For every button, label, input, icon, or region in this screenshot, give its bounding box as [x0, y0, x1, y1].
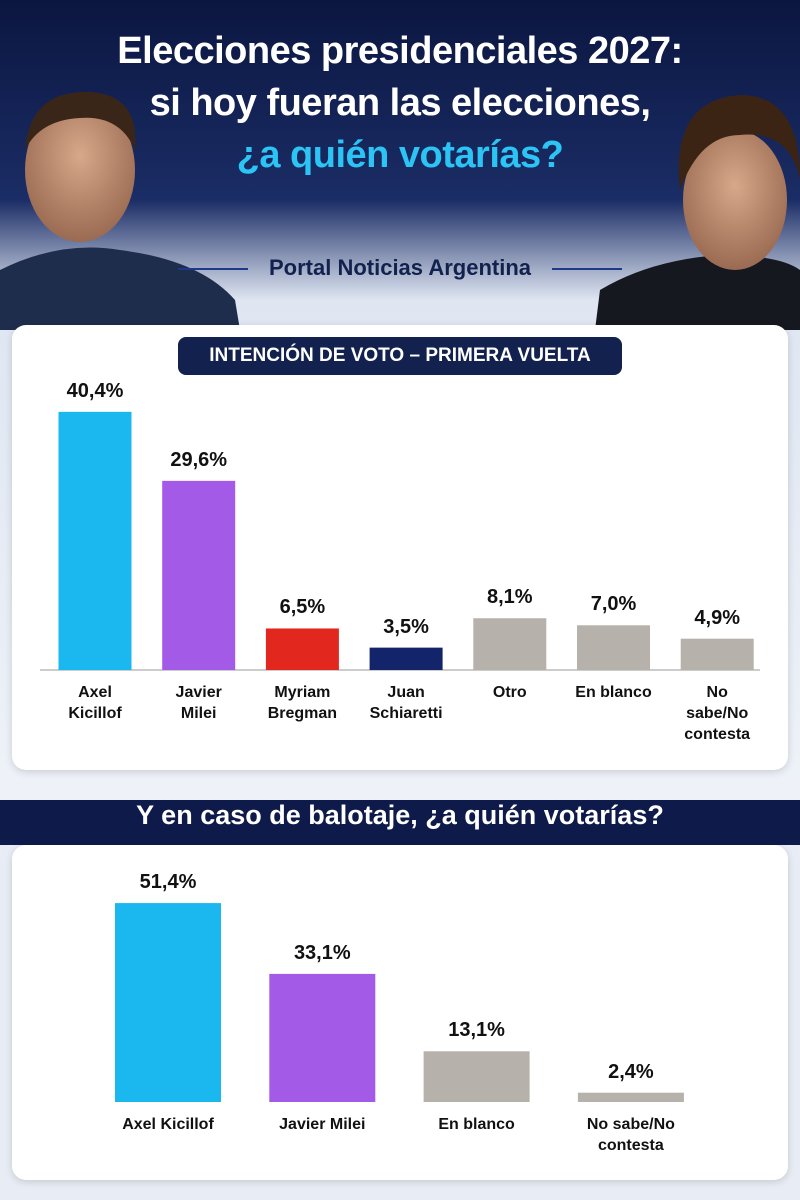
value-label: 3,5%	[383, 615, 429, 638]
bar	[577, 1092, 684, 1102]
value-label: 2,4%	[608, 1060, 654, 1083]
chart-title: Y en caso de balotaje, ¿a quién votarías…	[136, 800, 664, 830]
x-tick-label: En blanco	[575, 684, 652, 701]
x-tick-label: Otro	[492, 684, 527, 701]
bar	[265, 628, 339, 670]
source: Portal Noticias Argentina	[268, 255, 531, 280]
x-tick-label: Axel Kicillof	[122, 1116, 214, 1133]
x-tick-label: Myriam Bregman	[267, 684, 338, 722]
value-label: 4,9%	[694, 606, 740, 629]
bar	[577, 625, 650, 670]
rule	[552, 268, 622, 270]
title-line: ¿a quién votarías?	[236, 134, 564, 176]
bar	[269, 973, 376, 1102]
bar	[58, 411, 132, 670]
bar	[369, 647, 443, 670]
x-tick-label: Javier Milei	[279, 1116, 366, 1133]
bar	[473, 618, 547, 670]
x-tick-label: No sabe/No contesta	[684, 684, 751, 743]
card	[12, 325, 788, 770]
value-label: 13,1%	[448, 1019, 505, 1042]
bar	[115, 903, 221, 1102]
bar	[162, 480, 236, 670]
value-label: 51,4%	[139, 871, 197, 894]
bar	[423, 1051, 530, 1102]
value-label: 29,6%	[170, 448, 228, 471]
x-tick-label: Javier Milei	[175, 684, 222, 722]
value-label: 33,1%	[293, 941, 351, 964]
x-tick-label: Axel Kicillof	[68, 684, 122, 722]
value-label: 7,0%	[590, 593, 637, 616]
bar	[680, 638, 754, 670]
x-tick-label: Juan Schiaretti	[369, 684, 443, 722]
rule	[178, 268, 248, 270]
value-label: 6,5%	[279, 596, 326, 619]
x-tick-label: No sabe/No contesta	[586, 1116, 675, 1154]
x-tick-label: En blanco	[438, 1116, 515, 1133]
title-line: Elecciones presidenciales 2027:	[117, 30, 683, 72]
value-label: 8,1%	[487, 586, 533, 609]
title-line: si hoy fueran las elecciones,	[149, 82, 651, 124]
chart-title: INTENCIÓN DE VOTO – PRIMERA VUELTA	[178, 337, 622, 375]
value-label: 40,4%	[66, 379, 124, 402]
